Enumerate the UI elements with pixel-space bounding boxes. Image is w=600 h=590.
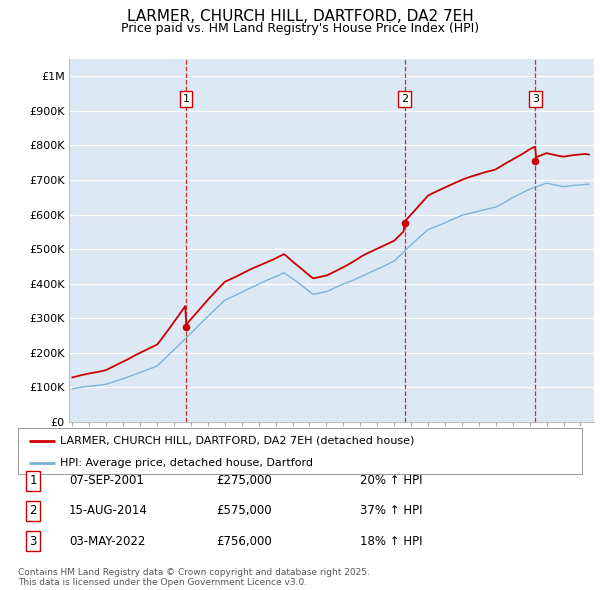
Text: Contains HM Land Registry data © Crown copyright and database right 2025.
This d: Contains HM Land Registry data © Crown c…: [18, 568, 370, 587]
Text: 1: 1: [29, 474, 37, 487]
Text: HPI: Average price, detached house, Dartford: HPI: Average price, detached house, Dart…: [60, 458, 313, 468]
Text: LARMER, CHURCH HILL, DARTFORD, DA2 7EH (detached house): LARMER, CHURCH HILL, DARTFORD, DA2 7EH (…: [60, 436, 415, 446]
Text: 20% ↑ HPI: 20% ↑ HPI: [360, 474, 422, 487]
Text: 15-AUG-2014: 15-AUG-2014: [69, 504, 148, 517]
Text: 3: 3: [532, 94, 539, 104]
Text: 18% ↑ HPI: 18% ↑ HPI: [360, 535, 422, 548]
Text: £756,000: £756,000: [216, 535, 272, 548]
Text: 37% ↑ HPI: 37% ↑ HPI: [360, 504, 422, 517]
Text: 07-SEP-2001: 07-SEP-2001: [69, 474, 144, 487]
Text: 03-MAY-2022: 03-MAY-2022: [69, 535, 145, 548]
Text: Price paid vs. HM Land Registry's House Price Index (HPI): Price paid vs. HM Land Registry's House …: [121, 22, 479, 35]
Text: 2: 2: [29, 504, 37, 517]
Text: 2: 2: [401, 94, 408, 104]
Text: LARMER, CHURCH HILL, DARTFORD, DA2 7EH: LARMER, CHURCH HILL, DARTFORD, DA2 7EH: [127, 9, 473, 24]
Text: 1: 1: [182, 94, 190, 104]
Text: 3: 3: [29, 535, 37, 548]
Text: £575,000: £575,000: [216, 504, 272, 517]
Text: £275,000: £275,000: [216, 474, 272, 487]
